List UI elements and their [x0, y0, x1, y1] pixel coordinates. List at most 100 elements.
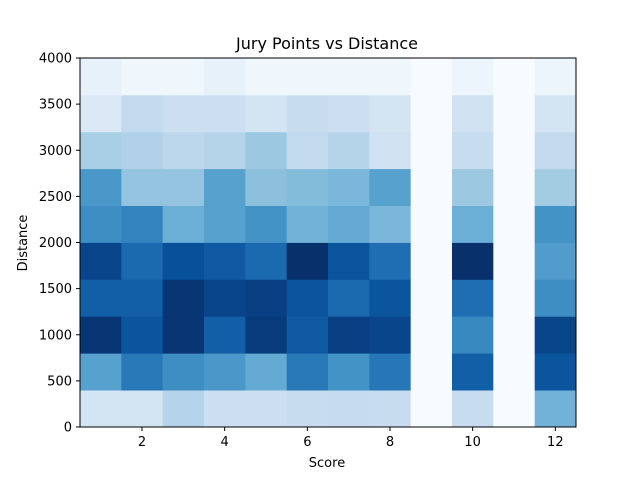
heatmap-cell	[369, 242, 412, 280]
heatmap-cell	[369, 390, 412, 428]
heatmap-cell	[493, 168, 536, 206]
heatmap-cell	[286, 242, 329, 280]
heatmap-cell	[204, 131, 246, 170]
heatmap-cell	[369, 205, 412, 243]
heatmap-cell	[204, 168, 246, 206]
heatmap-cell	[162, 58, 205, 96]
heatmap-cell	[162, 131, 205, 170]
heatmap-cell	[162, 316, 205, 354]
heatmap-cell	[534, 58, 577, 96]
heatmap-cell	[493, 94, 536, 133]
heatmap-cell	[245, 242, 288, 280]
heatmap-cell	[80, 131, 122, 170]
heatmap-cell	[369, 316, 412, 354]
heatmap-cell	[80, 353, 122, 391]
heatmap-cell	[162, 390, 205, 428]
heatmap-cell	[121, 168, 164, 206]
heatmap-cell	[286, 205, 329, 243]
heatmap-cell	[452, 279, 494, 317]
heatmap-cell	[410, 168, 453, 206]
x-tick-label: 8	[386, 435, 394, 450]
x-tick-label: 6	[303, 435, 311, 450]
heatmap-cell	[286, 168, 329, 206]
heatmap-cell	[452, 316, 494, 354]
heatmap-cell	[369, 131, 412, 170]
heatmap-cell	[493, 316, 536, 354]
heatmap-cell	[121, 390, 164, 428]
heatmap-cell	[245, 279, 288, 317]
heatmap-cell	[452, 131, 494, 170]
heatmap-cell	[204, 353, 246, 391]
heatmap-cell	[534, 168, 577, 206]
heatmap-cell	[452, 353, 494, 391]
heatmap-cell	[204, 94, 246, 133]
chart-title: Jury Points vs Distance	[235, 34, 418, 53]
heatmap-cell	[121, 316, 164, 354]
heatmap-cell	[80, 58, 122, 96]
heatmap-cell	[369, 168, 412, 206]
y-tick-label: 2000	[39, 236, 72, 251]
heatmap-cell	[121, 353, 164, 391]
heatmap-cell	[410, 131, 453, 170]
heatmap-cell	[369, 279, 412, 317]
y-axis-ticks: 0 500 1000 1500 2000 2500 3000 3500 4000	[39, 52, 80, 436]
heatmap-cell	[410, 242, 453, 280]
heatmap-cell	[328, 205, 370, 243]
heatmap-cell	[452, 242, 494, 280]
heatmap-cells	[80, 58, 577, 428]
heatmap-cell	[204, 58, 246, 96]
heatmap-cell	[121, 279, 164, 317]
heatmap-cell	[245, 316, 288, 354]
heatmap-cell	[245, 131, 288, 170]
x-tick-label: 2	[138, 435, 146, 450]
heatmap-cell	[410, 205, 453, 243]
heatmap-cell	[121, 94, 164, 133]
heatmap-cell	[410, 353, 453, 391]
heatmap-cell	[534, 390, 577, 428]
heatmap-cell	[534, 94, 577, 133]
heatmap-cell	[80, 168, 122, 206]
heatmap-cell	[328, 168, 370, 206]
heatmap-cell	[328, 390, 370, 428]
heatmap-cell	[80, 390, 122, 428]
x-tick-label: 10	[464, 435, 481, 450]
heatmap-cell	[452, 168, 494, 206]
heatmap-cell	[162, 168, 205, 206]
heatmap-cell	[80, 205, 122, 243]
x-axis-ticks: 2 4 6 8 10 12	[138, 427, 564, 450]
heatmap-cell	[328, 94, 370, 133]
heatmap-cell	[534, 131, 577, 170]
heatmap-cell	[410, 279, 453, 317]
heatmap-cell	[286, 279, 329, 317]
y-axis-label: Distance	[16, 215, 31, 272]
y-tick-label: 2500	[39, 190, 72, 205]
heatmap-cell	[286, 58, 329, 96]
y-tick-label: 3500	[39, 98, 72, 113]
heatmap-cell	[369, 353, 412, 391]
heatmap-cell	[286, 353, 329, 391]
heatmap-cell	[534, 353, 577, 391]
heatmap-cell	[410, 94, 453, 133]
heatmap-cell	[328, 131, 370, 170]
heatmap-cell	[204, 316, 246, 354]
heatmap-cell	[80, 242, 122, 280]
y-tick-label: 1500	[39, 282, 72, 297]
heatmap-cell	[410, 390, 453, 428]
y-tick-label: 3000	[39, 144, 72, 159]
heatmap-cell	[204, 242, 246, 280]
heatmap-cell	[245, 94, 288, 133]
heatmap-cell	[493, 279, 536, 317]
heatmap-cell	[534, 316, 577, 354]
heatmap-cell	[80, 94, 122, 133]
x-axis-label: Score	[309, 456, 345, 471]
heatmap-cell	[534, 205, 577, 243]
heatmap-cell	[286, 94, 329, 133]
heatmap-cell	[369, 94, 412, 133]
heatmap-cell	[121, 242, 164, 280]
x-tick-label: 12	[547, 435, 564, 450]
y-tick-label: 1000	[39, 328, 72, 343]
y-tick-label: 4000	[39, 52, 72, 67]
heatmap-cell	[369, 58, 412, 96]
